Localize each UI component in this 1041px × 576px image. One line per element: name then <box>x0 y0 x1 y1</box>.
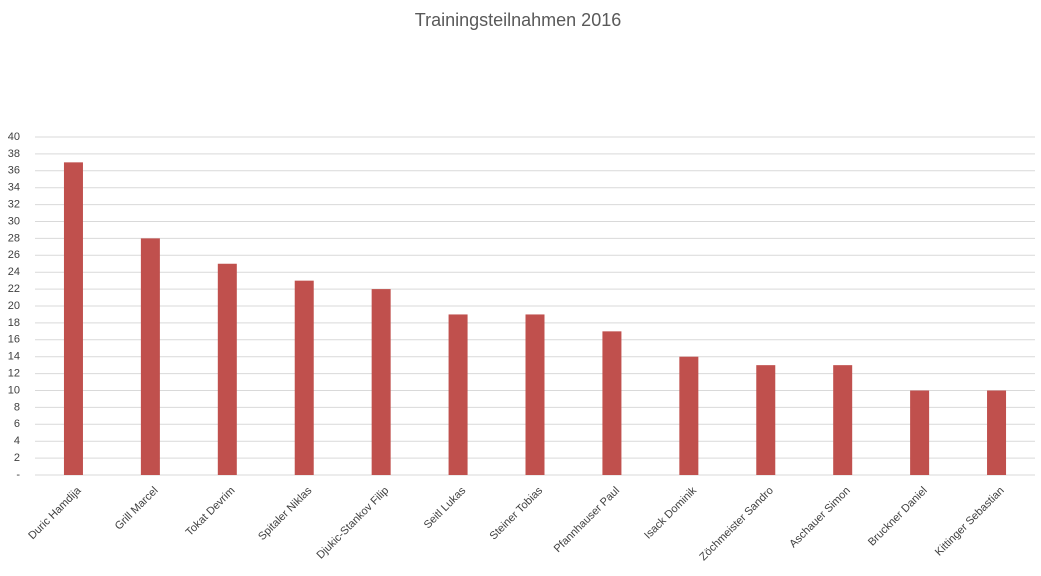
y-tick-label: 18 <box>8 317 20 329</box>
y-tick-label: 32 <box>8 199 20 211</box>
y-tick-label: 22 <box>8 283 20 295</box>
bar <box>910 390 930 475</box>
x-tick-label: Grill Marcel <box>113 485 161 533</box>
bar <box>448 314 468 475</box>
x-tick-label: Isack Dominik <box>642 484 699 541</box>
y-tick-label: 14 <box>8 351 20 363</box>
y-tick-label: 8 <box>14 401 20 413</box>
y-tick-label: 2 <box>14 452 20 464</box>
y-tick-label: 28 <box>8 232 20 244</box>
bar <box>140 238 160 475</box>
y-tick-label: 30 <box>8 215 20 227</box>
x-tick-label: Kittinger Sebastian <box>933 485 1007 559</box>
y-tick-label: 40 <box>8 131 20 143</box>
y-tick-label: 6 <box>14 418 20 430</box>
x-tick-label: Pfannhauser Paul <box>552 485 622 555</box>
x-tick-label: Bruckner Daniel <box>866 485 930 549</box>
y-tick-label: 34 <box>8 182 20 194</box>
bar <box>217 263 237 475</box>
x-tick-label: Steiner Tobias <box>488 484 546 542</box>
x-tick-label: Spitaler Niklas <box>256 484 315 543</box>
y-tick-label: 10 <box>8 384 20 396</box>
bar <box>602 331 622 475</box>
x-tick-label: Aschauer Simon <box>787 485 853 551</box>
y-tick-label: 38 <box>8 148 20 160</box>
x-tick-label: Seitl Lukas <box>422 484 469 531</box>
bar <box>679 356 699 475</box>
y-tick-label: 26 <box>8 249 20 261</box>
x-tick-label: Djukic-Stankov Filip <box>315 485 392 562</box>
bar <box>63 162 83 475</box>
chart-title: Trainingsteilnahmen 2016 <box>415 10 621 30</box>
bar <box>833 365 853 475</box>
y-tick-label: 16 <box>8 334 20 346</box>
y-tick-label: 4 <box>14 435 20 447</box>
bar <box>371 289 391 475</box>
x-tick-label: Zöchmeister Sandro <box>697 485 776 564</box>
y-tick-label: 36 <box>8 165 20 177</box>
bar <box>756 365 776 475</box>
y-tick-label: 12 <box>8 368 20 380</box>
y-tick-label: 24 <box>8 266 20 278</box>
bar <box>987 390 1007 475</box>
y-tick-label: - <box>16 469 20 481</box>
y-tick-label: 20 <box>8 300 20 312</box>
bar <box>525 314 545 475</box>
x-tick-label: Duric Hamdija <box>26 484 84 542</box>
bar <box>294 280 314 475</box>
x-tick-label: Tokat Devrim <box>184 485 238 539</box>
